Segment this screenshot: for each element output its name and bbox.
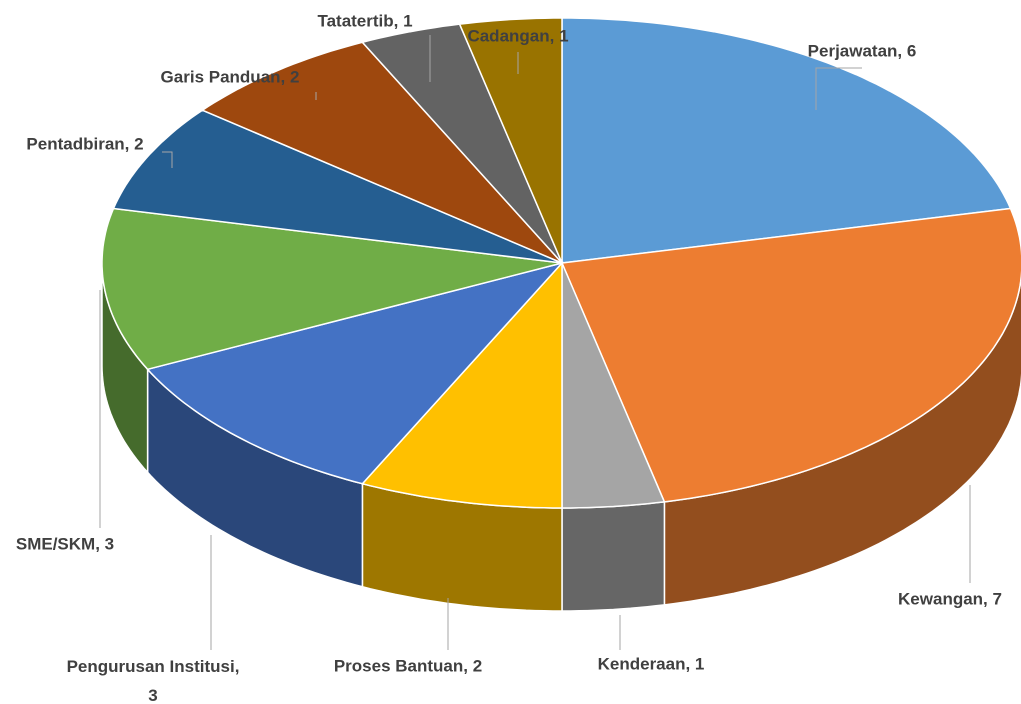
data-label: Cadangan, 1: [467, 26, 568, 45]
data-label: Kewangan, 7: [898, 589, 1002, 608]
data-label: Tatatertib, 1: [317, 11, 412, 30]
leader-line: [815, 67, 862, 110]
slice: Pengurusan Institusi: [146, 261, 565, 485]
data-label: Proses Bantuan, 2: [334, 656, 482, 675]
leader-lines: [99, 35, 971, 650]
slice: Proses Bantuan: [361, 261, 563, 509]
pie-sides: KewanganKenderaanProses BantuanPengurusa…: [101, 262, 1021, 612]
data-label: Garis Panduan, 2: [161, 67, 300, 86]
slice: Kenderaan: [561, 262, 666, 509]
leader-line: [162, 151, 173, 168]
data-label: Pengurusan Institusi, 3: [67, 657, 240, 704]
slice: Kewangan: [560, 207, 1021, 503]
slice: Tatatertib: [361, 23, 563, 264]
data-label: Pentadbiran, 2: [26, 134, 143, 153]
slice: Cadangan: [458, 17, 563, 264]
data-labels: Perjawatan, 6 Kewangan, 7 Kenderaan, 1 Pros…: [16, 11, 1002, 704]
slice: Garis Panduan: [200, 41, 563, 264]
data-label: SME/SKM, 3: [16, 534, 114, 553]
data-label: Perjawatan, 6: [808, 41, 917, 60]
slice: Perjawatan: [561, 17, 1012, 264]
slice: SME/SKM: [101, 207, 563, 371]
data-label: Kenderaan, 1: [598, 654, 705, 673]
slice: Pentadbiran: [112, 109, 563, 264]
slice-side: Kenderaan: [561, 501, 666, 612]
pie-tops: PerjawatanKewanganKenderaanProses Bantua…: [101, 17, 1021, 509]
